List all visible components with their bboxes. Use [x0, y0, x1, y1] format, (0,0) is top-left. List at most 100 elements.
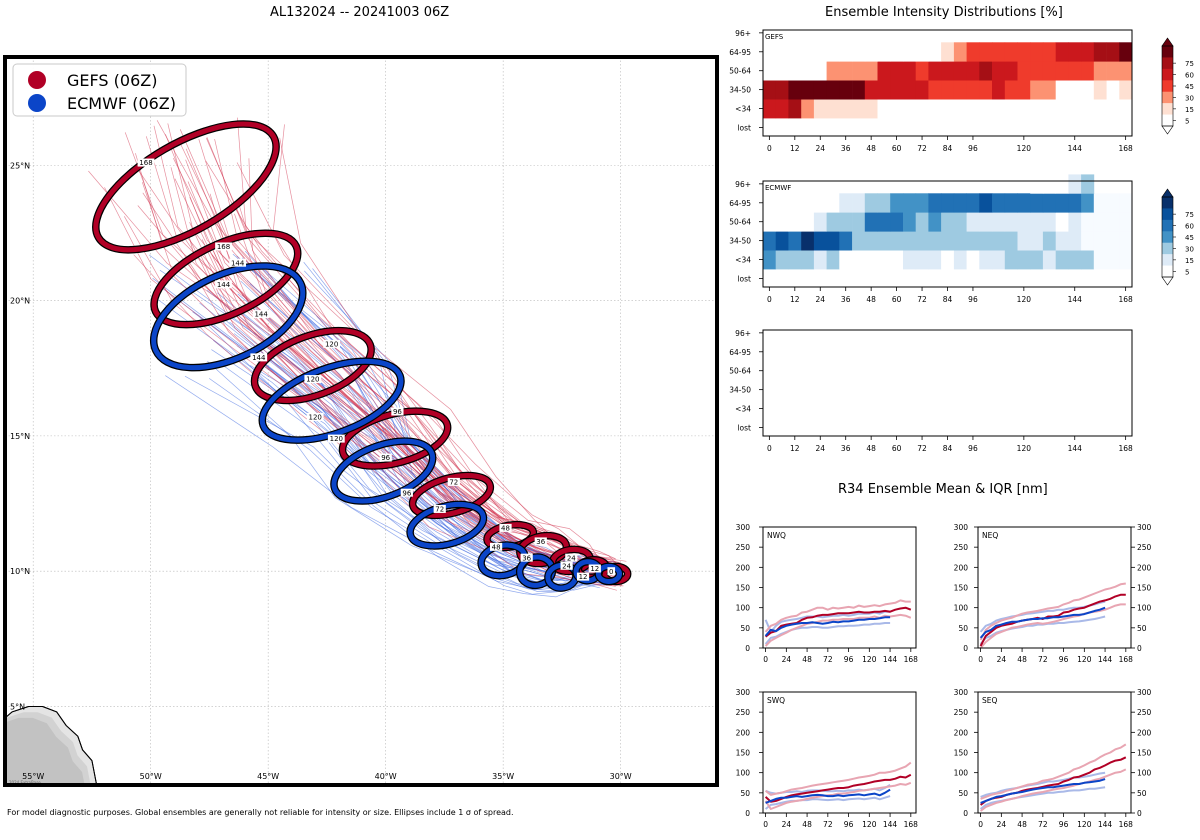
gefs-hour-label-bg [391, 407, 404, 416]
y-tick-label: 64-95 [729, 348, 751, 357]
x-tick-label: 12 [790, 144, 800, 153]
lon-tick-label: 50°W [140, 772, 162, 781]
y-tick-label: 0 [745, 644, 750, 653]
member-track [208, 378, 605, 595]
heat-cell [826, 231, 840, 251]
colorbar: 5 15 30 45 60 75 [1161, 188, 1194, 286]
ecmwf-hour-label: 72 [435, 506, 444, 514]
heat-cell [801, 42, 815, 62]
heat-cell [763, 61, 777, 81]
legend-marker-0 [28, 71, 46, 89]
x-tick-label: 24 [997, 655, 1007, 664]
y-tick-label: 100 [736, 604, 751, 613]
x-tick-label: 120 [1017, 444, 1032, 453]
heat-cell [839, 193, 853, 213]
heat-cell [813, 193, 827, 213]
ecmwf-hour-label: 36 [522, 554, 531, 562]
x-tick-label: 60 [892, 295, 902, 304]
y-tick-label-right: 300 [1137, 523, 1152, 532]
ecmwf-ellipse-0 [595, 563, 622, 584]
x-tick-label: 84 [943, 144, 953, 153]
heat-cell [1119, 193, 1133, 213]
y-tick-label: 250 [736, 543, 751, 552]
heat-cell [1055, 80, 1069, 100]
colorbar-segment [1162, 80, 1173, 93]
heat-cell [928, 193, 942, 213]
heat-cell [1004, 61, 1018, 81]
y-tick-label: 50 [958, 624, 968, 633]
y-tick-label: 96+ [735, 29, 751, 38]
y-tick-label: 34-50 [729, 386, 751, 395]
y-tick-label: 200 [954, 563, 969, 572]
heat-cell [1119, 231, 1133, 251]
heat-cell [979, 42, 993, 62]
x-tick-label: 48 [866, 444, 876, 453]
x-tick-label: 24 [815, 295, 825, 304]
r34-frame [977, 526, 1132, 649]
x-tick-label: 0 [978, 655, 983, 664]
ecmwf-hour-label: 96 [402, 489, 411, 497]
heat-cell [1119, 42, 1133, 62]
ecmwf-hour-label: 144 [252, 354, 266, 362]
heat-cell [877, 212, 891, 232]
heat-cell [1042, 99, 1056, 119]
heat-cell [915, 193, 929, 213]
heat-cell [813, 231, 827, 251]
heat-cell [1042, 231, 1056, 251]
heat-cell [852, 250, 866, 270]
heat-cell [890, 61, 904, 81]
main-title: AL132024 -- 20241003 06Z [270, 5, 450, 20]
x-tick-label: 144 [1068, 444, 1083, 453]
gefs-hour-label: 36 [536, 538, 545, 546]
heat-cell [763, 193, 777, 213]
heat-cell [1042, 193, 1056, 213]
heat-cell [864, 231, 878, 251]
x-tick-label: 0 [763, 655, 768, 664]
heat-cell [1030, 193, 1044, 213]
heat-cell [1017, 61, 1031, 81]
heat-cell [852, 99, 866, 119]
heat-cell [839, 61, 853, 81]
heat-cell [1055, 174, 1069, 194]
heat-cell [801, 193, 815, 213]
footnote: For model diagnostic purposes. Global en… [7, 808, 514, 817]
y-tick-label-right: 200 [1137, 563, 1152, 572]
ecmwf-hour-label: 12 [579, 573, 588, 581]
x-tick-label: 60 [892, 444, 902, 453]
colorbar-tick-label: 15 [1185, 257, 1194, 265]
heat-cell [992, 193, 1006, 213]
colorbar-segment [1162, 103, 1173, 115]
y-tick-label: 300 [736, 688, 751, 697]
heat-cell [1042, 42, 1056, 62]
colorbar-arrow-top [1161, 188, 1174, 198]
heat-cell [788, 212, 802, 232]
gefs-p75-line [979, 582, 1126, 641]
ecmwf-ellipse-120 [259, 358, 404, 443]
ecmwf-hour-label: 120 [330, 435, 343, 443]
heat-cell [801, 99, 815, 119]
x-tick-label: 144 [1068, 295, 1083, 304]
gefs-hour-label: 0 [609, 568, 613, 576]
heat-cell [788, 80, 802, 100]
gefs-hour-label-bg [565, 553, 578, 562]
x-tick-label: 168 [1118, 444, 1133, 453]
heat-cell [1055, 250, 1069, 270]
heat-cell [1030, 212, 1044, 232]
colorbar-tick-label: 45 [1185, 83, 1194, 91]
heat-cell [992, 212, 1006, 232]
colorbar-tick-label: 60 [1185, 223, 1194, 231]
x-tick-label: 96 [968, 295, 978, 304]
heat-cell [1093, 193, 1107, 213]
heat-cell [953, 250, 967, 270]
colorbar-segment [1162, 208, 1173, 221]
colorbar-arrow-top [1161, 37, 1174, 47]
heat-cell [826, 61, 840, 81]
heat-cell [915, 80, 929, 100]
heat-cell [979, 212, 993, 232]
heat-cell [1068, 42, 1082, 62]
heat-cell [928, 212, 942, 232]
heat-cell [1081, 250, 1095, 270]
heat-cell [1030, 231, 1044, 251]
colorbar-segment [1162, 46, 1173, 58]
